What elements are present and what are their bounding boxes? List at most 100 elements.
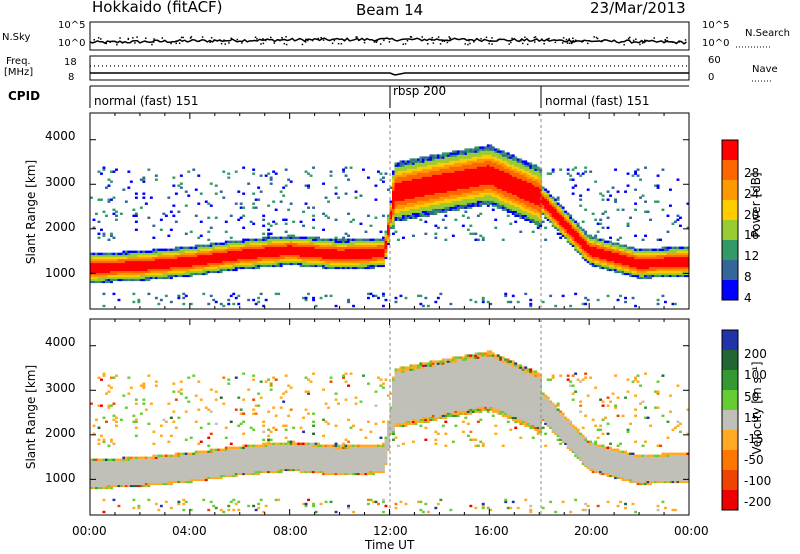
power-cell: [469, 176, 473, 179]
power-cell: [317, 264, 320, 268]
power-cell: [581, 246, 585, 249]
power-cell: [566, 216, 570, 219]
power-cell: [157, 260, 161, 264]
power-cell: [132, 256, 136, 260]
power-cell: [402, 180, 405, 183]
power-cell: [144, 270, 148, 274]
power-cell: [564, 220, 568, 223]
power-cell: [619, 260, 622, 264]
power-cell: [496, 158, 500, 161]
power-cell: [459, 196, 463, 199]
power-cell: [417, 184, 420, 187]
power-cell: [324, 262, 328, 266]
power-cell: [112, 252, 116, 256]
power-cell: [431, 204, 435, 207]
power-cell: [354, 246, 358, 249]
power-cell: [312, 264, 315, 268]
power-cell: [594, 240, 598, 243]
power-cell: [115, 210, 118, 213]
nsearch-point: [546, 38, 548, 40]
power-cell: [202, 272, 206, 276]
power-cell: [317, 260, 320, 264]
power-cell: [434, 174, 438, 177]
power-cell: [594, 252, 598, 256]
power-cell: [237, 246, 241, 249]
nsky-panel-frame: [89, 21, 690, 51]
power-cell: [556, 202, 560, 205]
power-cell: [90, 268, 93, 272]
power-cell: [611, 248, 615, 251]
power-cell: [451, 162, 455, 165]
power-cell: [259, 260, 263, 264]
power-cell: [429, 198, 433, 201]
power-cell: [324, 264, 328, 268]
power-cell: [137, 270, 141, 274]
power-cell: [172, 272, 176, 276]
power-cell: [219, 248, 223, 251]
power-cell: [267, 204, 271, 207]
power-cell: [464, 186, 468, 189]
nsearch-point: [548, 37, 550, 40]
power-cell: [529, 202, 533, 205]
power-cell: [459, 172, 463, 175]
power-cell: [284, 238, 288, 241]
nsearch-point: [635, 38, 637, 40]
power-cell: [479, 186, 483, 189]
power-cell: [599, 254, 603, 258]
power-cell: [626, 262, 630, 266]
power-cell: [514, 162, 518, 165]
power-cell: [431, 180, 435, 183]
power-cell: [219, 256, 223, 260]
power-cell: [342, 238, 345, 241]
power-cell: [454, 188, 458, 191]
power-cell: [292, 242, 296, 245]
power-cell: [277, 260, 281, 264]
power-cell: [439, 206, 443, 209]
power-cell: [469, 154, 473, 157]
power-cell: [449, 190, 453, 193]
power-cell: [476, 184, 480, 187]
power-cell: [501, 168, 505, 171]
power-cell: [242, 240, 246, 243]
power-cell: [394, 168, 398, 171]
power-cell: [484, 162, 488, 165]
power-cell: [514, 180, 518, 183]
power-cell: [471, 232, 475, 235]
power-cell: [129, 264, 133, 268]
power-cell: [212, 254, 216, 258]
power-cell: [506, 214, 510, 217]
power-cell: [147, 270, 151, 274]
power-cell: [489, 164, 493, 167]
power-cell: [486, 162, 490, 165]
power-cell: [574, 248, 578, 251]
power-cell: [456, 192, 460, 195]
power-cell: [461, 174, 465, 177]
power-cell: [197, 248, 201, 251]
nsearch-point: [524, 36, 526, 38]
power-cell: [601, 262, 605, 266]
power-cell: [279, 252, 283, 256]
power-cell: [149, 256, 153, 260]
power-cell: [514, 194, 518, 197]
power-cell: [279, 236, 283, 239]
power-cell: [421, 182, 425, 185]
power-cell: [397, 208, 400, 211]
power-cell: [424, 232, 428, 235]
power-cell: [172, 264, 176, 268]
power-cell: [511, 212, 515, 215]
power-cell: [402, 216, 405, 219]
power-cell: [426, 184, 430, 187]
power-cell: [614, 256, 617, 260]
power-cell: [634, 252, 637, 256]
power-cell: [619, 246, 622, 249]
power-cell: [364, 248, 368, 251]
power-cell: [115, 270, 118, 274]
power-cell: [434, 162, 438, 165]
power-cell: [100, 252, 103, 256]
power-cell: [92, 218, 96, 221]
power-cell: [142, 274, 146, 278]
power-cell: [501, 156, 505, 159]
power-cell: [397, 192, 400, 195]
power-cell: [217, 266, 221, 270]
power-cell: [456, 150, 460, 153]
